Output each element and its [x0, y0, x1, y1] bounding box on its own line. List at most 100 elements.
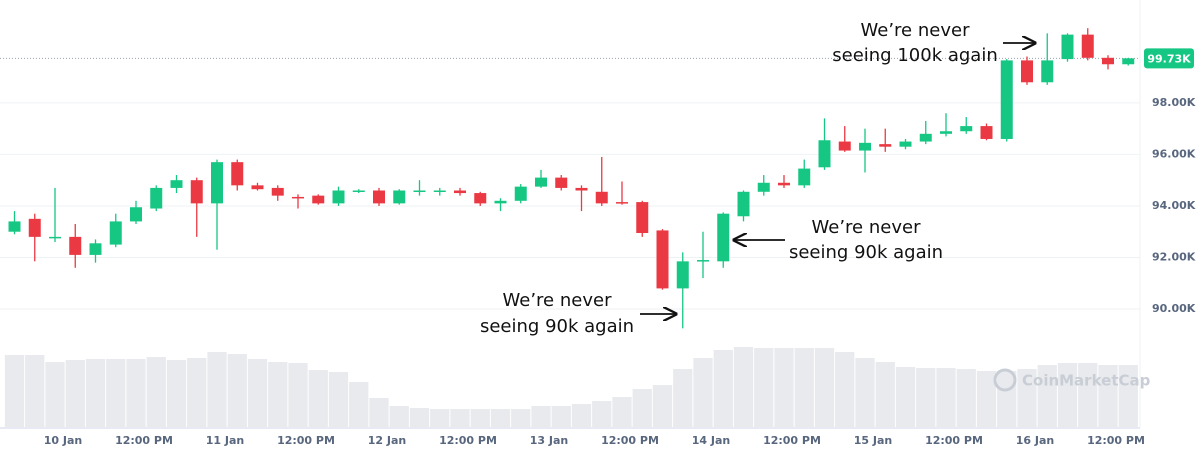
candles [8, 28, 1135, 329]
volume-bar [895, 367, 916, 427]
candle-body [1102, 57, 1114, 65]
candle-body [798, 168, 811, 186]
candle-body [697, 260, 709, 262]
annotation: We’re never seeing 100k again [832, 20, 1035, 66]
volume-bar [126, 359, 146, 427]
candle-body [1021, 60, 1033, 83]
candle-body [292, 196, 304, 199]
candle-body [454, 190, 466, 194]
candle-body [130, 207, 142, 222]
volume-bar [794, 348, 814, 427]
annotation-line: seeing 90k again [480, 316, 634, 337]
volume-bar [511, 409, 531, 427]
candle-body [1081, 34, 1094, 58]
volume-bar [571, 404, 592, 427]
volume-bar [997, 371, 1017, 427]
volume-bar [956, 369, 976, 427]
volume-bar [632, 389, 652, 427]
volume-bar [369, 398, 389, 427]
volume-bar [531, 406, 551, 427]
x-tick-label: 12:00 PM [763, 434, 821, 447]
annotation-line: We’re never [861, 20, 971, 41]
volume-bar [551, 406, 571, 427]
candle-body [940, 131, 952, 134]
axis-labels: 90.00K 92.00K 94.00K 96.00K 98.00K 10 Jan 12:0… [44, 48, 1196, 447]
candle-body [514, 186, 527, 201]
x-tick-label: 12:00 PM [277, 434, 335, 447]
candle-body [433, 190, 446, 192]
volume-bar [936, 368, 956, 427]
volume-bar [470, 409, 490, 427]
candle-body [332, 190, 345, 204]
candle-body [595, 191, 608, 204]
volume-bar [308, 370, 328, 427]
x-tick-label: 12:00 PM [601, 434, 659, 447]
volume-bar [976, 371, 997, 427]
candle-body [1122, 58, 1135, 65]
volume-bar [268, 362, 288, 427]
candle-body [717, 213, 730, 262]
volume-bar [1098, 365, 1118, 427]
volume-bar [187, 358, 207, 427]
volume-bar [612, 397, 632, 427]
x-tick-label: 12:00 PM [1087, 434, 1145, 447]
watermark-logo [993, 368, 1017, 392]
x-tick-label: 11 Jan [206, 434, 244, 447]
candle-body [170, 180, 183, 188]
last-price-box [1144, 48, 1194, 69]
volume-bar [430, 409, 450, 427]
volume-bar [85, 359, 106, 427]
volume-bar [65, 360, 85, 427]
volume-bar [450, 409, 470, 427]
candle-body [818, 140, 831, 168]
volume-bar [146, 357, 166, 427]
candle-body [859, 142, 871, 151]
volume-bar [814, 348, 835, 427]
volume-bar [592, 401, 612, 427]
volume-bar [227, 354, 247, 427]
candle-body [8, 221, 21, 232]
x-tick-label: 12:00 PM [115, 434, 173, 447]
x-tick-label: 12:00 PM [925, 434, 983, 447]
volume-bar [166, 360, 187, 427]
candle-body [251, 185, 264, 190]
x-tick-label: 10 Jan [44, 434, 82, 447]
volume-bar [1118, 365, 1138, 427]
x-tick-label: 13 Jan [530, 434, 568, 447]
candle-body [211, 162, 223, 204]
candle-body [28, 218, 41, 237]
candle-body [494, 200, 507, 204]
candle-body [838, 141, 851, 151]
annotation: We’re never seeing 90k again [480, 290, 676, 337]
volume-bar [106, 359, 126, 427]
candle-body [676, 261, 689, 289]
candle-body [373, 190, 385, 204]
y-tick-label: 94.00K [1152, 199, 1196, 212]
x-tick-label: 16 Jan [1016, 434, 1054, 447]
candle-body [636, 202, 649, 234]
candle-body [413, 190, 426, 192]
candle-body [231, 162, 244, 186]
volume-bar [774, 348, 794, 427]
volume-bar [713, 350, 733, 427]
candle-body [190, 180, 203, 204]
volume-bar [288, 363, 308, 427]
candle-body [1061, 34, 1074, 60]
volume-bar [1037, 365, 1057, 427]
volume-bar [754, 348, 774, 427]
candle-body [49, 236, 61, 239]
x-tick-label: 12 Jan [368, 434, 406, 447]
y-tick-label: 98.00K [1152, 96, 1196, 109]
volume-bar [25, 355, 45, 427]
y-tick-label: 96.00K [1152, 147, 1196, 160]
watermark-text: CoinMarketCap [1022, 372, 1151, 390]
candle-body [879, 144, 892, 147]
candle-body [1000, 60, 1013, 139]
volume-bar [4, 355, 25, 427]
candle-body [757, 182, 770, 192]
volume-bar [45, 362, 65, 427]
candle-body [312, 195, 325, 204]
candle-body [555, 177, 568, 188]
volume-bar [693, 358, 713, 427]
